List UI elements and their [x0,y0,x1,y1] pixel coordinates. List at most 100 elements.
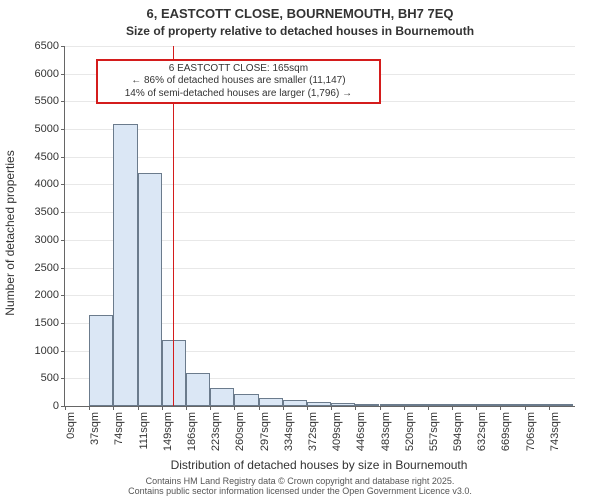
xtick-mark [234,406,235,410]
xtick-mark [259,406,260,410]
xtick-mark [404,406,405,410]
footer-line-2: Contains public sector information licen… [0,486,600,496]
xtick-mark [283,406,284,410]
histogram-bar [283,400,307,406]
ytick-mark [61,268,65,269]
xtick-label: 669sqm [500,412,512,451]
xtick-mark [476,406,477,410]
xtick-label: 0sqm [65,412,77,439]
ytick-label: 500 [41,372,59,384]
histogram-bar [404,404,428,406]
histogram-bar [500,404,524,406]
ytick-mark [61,101,65,102]
ytick-mark [61,378,65,379]
histogram-bar [186,373,210,406]
chart-subtitle: Size of property relative to detached ho… [0,24,600,38]
histogram-bar [452,404,476,406]
ytick-label: 2500 [35,262,59,274]
histogram-bar [307,402,331,406]
xtick-label: 372sqm [307,412,319,451]
plot-area: 0500100015002000250030003500400045005000… [64,46,575,407]
ytick-label: 6000 [35,68,59,80]
ytick-label: 0 [53,400,59,412]
ytick-label: 3500 [35,206,59,218]
ytick-label: 4500 [35,151,59,163]
xtick-mark [380,406,381,410]
chart-title: 6, EASTCOTT CLOSE, BOURNEMOUTH, BH7 7EQ [0,6,600,21]
histogram-bar [234,394,258,406]
histogram-bar [428,404,452,406]
xtick-mark [549,406,550,410]
xtick-label: 483sqm [380,412,392,451]
xtick-mark [113,406,114,410]
histogram-bar [355,404,379,406]
histogram-bar [113,124,137,406]
xtick-label: 186sqm [186,412,198,451]
histogram-bar [525,404,549,406]
xtick-label: 594sqm [452,412,464,451]
ytick-label: 1000 [35,345,59,357]
xtick-mark [65,406,66,410]
histogram-bar [380,404,404,406]
annotation-line: 14% of semi-detached houses are larger (… [102,88,376,101]
ytick-mark [61,351,65,352]
ytick-label: 6500 [35,40,59,52]
ytick-label: 5500 [35,95,59,107]
xtick-label: 334sqm [283,412,295,451]
gridline [65,157,575,158]
xtick-mark [355,406,356,410]
x-axis-label: Distribution of detached houses by size … [64,458,574,472]
histogram-bar [331,403,355,406]
ytick-label: 3000 [35,234,59,246]
xtick-label: 743sqm [549,412,561,451]
ytick-mark [61,323,65,324]
xtick-mark [210,406,211,410]
xtick-mark [89,406,90,410]
xtick-label: 260sqm [234,412,246,451]
annotation-box: 6 EASTCOTT CLOSE: 165sqm← 86% of detache… [96,59,382,105]
annotation-line: 6 EASTCOTT CLOSE: 165sqm [102,63,376,76]
xtick-mark [331,406,332,410]
ytick-label: 2000 [35,289,59,301]
ytick-mark [61,129,65,130]
ytick-mark [61,212,65,213]
annotation-line: ← 86% of detached houses are smaller (11… [102,75,376,88]
xtick-label: 223sqm [210,412,222,451]
histogram-bar [89,315,113,406]
gridline [65,129,575,130]
histogram-bar [476,404,500,406]
xtick-label: 37sqm [89,412,101,445]
gridline [65,46,575,47]
xtick-mark [452,406,453,410]
ytick-mark [61,184,65,185]
xtick-mark [307,406,308,410]
xtick-mark [525,406,526,410]
attribution-footer: Contains HM Land Registry data © Crown c… [0,476,600,496]
histogram-bar [549,404,573,406]
xtick-label: 706sqm [525,412,537,451]
ytick-label: 1500 [35,317,59,329]
ytick-mark [61,46,65,47]
histogram-bar [138,173,162,406]
xtick-mark [138,406,139,410]
xtick-mark [500,406,501,410]
ytick-mark [61,295,65,296]
xtick-label: 632sqm [476,412,488,451]
xtick-label: 74sqm [113,412,125,445]
histogram-bar [210,388,234,406]
ytick-label: 5000 [35,123,59,135]
ytick-label: 4000 [35,178,59,190]
xtick-mark [428,406,429,410]
histogram-chart: 6, EASTCOTT CLOSE, BOURNEMOUTH, BH7 7EQ … [0,0,600,500]
ytick-mark [61,157,65,158]
footer-line-1: Contains HM Land Registry data © Crown c… [0,476,600,486]
xtick-label: 557sqm [428,412,440,451]
xtick-mark [186,406,187,410]
xtick-label: 297sqm [259,412,271,451]
ytick-mark [61,74,65,75]
ytick-mark [61,240,65,241]
y-axis-label: Number of detached properties [3,53,17,413]
xtick-label: 446sqm [355,412,367,451]
xtick-label: 409sqm [331,412,343,451]
xtick-mark [162,406,163,410]
